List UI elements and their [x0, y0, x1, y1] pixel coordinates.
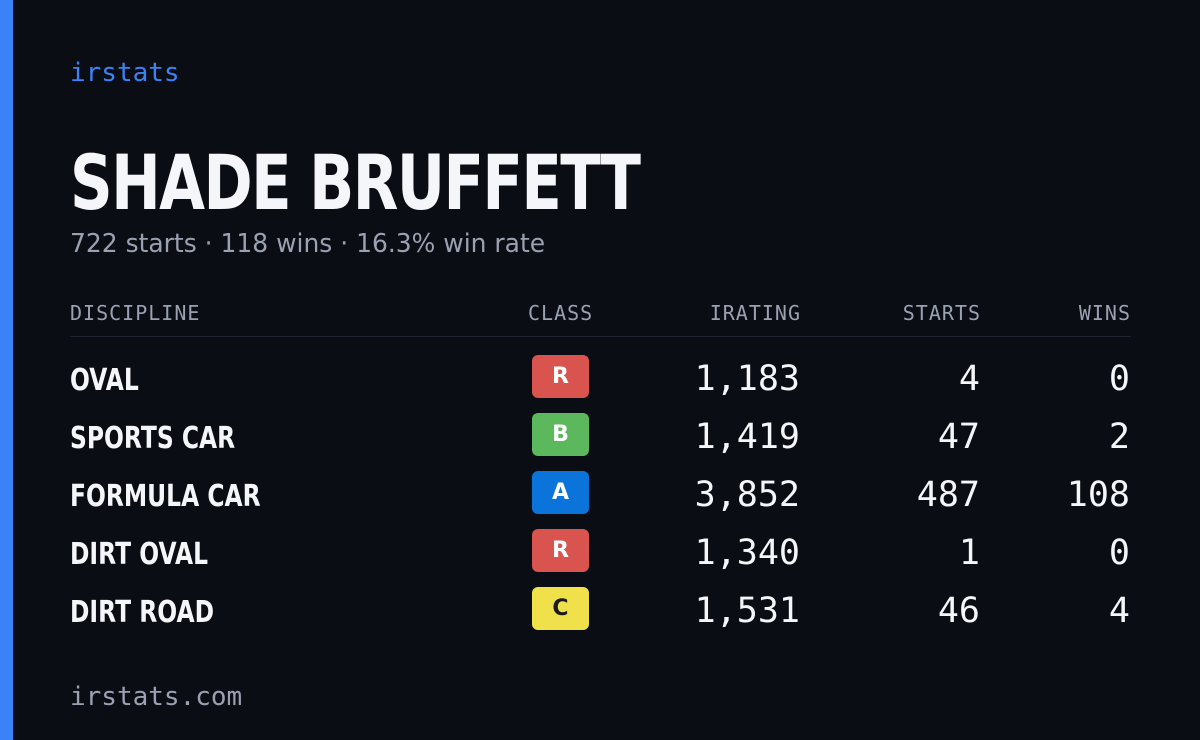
discipline-name: FORMULA CAR: [70, 479, 261, 514]
starts-value: 1: [958, 533, 980, 573]
discipline-name: SPORTS CAR: [70, 421, 236, 456]
table-row: DIRT OVAL R 1,340 1 0: [70, 511, 1131, 573]
irating-value: 1,419: [694, 417, 800, 457]
table-body: OVAL R 1,183 4 0 SPORTS CAR B 1,419 47 2…: [70, 337, 1131, 631]
table-row: FORMULA CAR A 3,852 487 108: [70, 453, 1131, 515]
header-discipline: DISCIPLINE: [70, 301, 201, 325]
starts-value: 47: [937, 417, 980, 457]
header-starts: STARTS: [902, 301, 981, 325]
wins-value: 0: [1108, 359, 1130, 399]
discipline-name: OVAL: [70, 363, 139, 398]
class-badge: A: [532, 471, 589, 514]
starts-value: 4: [958, 359, 980, 399]
wins-value: 0: [1108, 533, 1130, 573]
footer-url: irstats.com: [70, 682, 243, 712]
irating-value: 1,183: [694, 359, 800, 399]
header-class: CLASS: [528, 301, 594, 325]
brand-logo-text: irstats: [70, 58, 180, 88]
starts-value: 487: [916, 475, 980, 515]
wins-value: 108: [1066, 475, 1130, 515]
driver-name: SHADE BRUFFETT: [70, 138, 641, 227]
discipline-name: DIRT ROAD: [70, 595, 215, 630]
stats-table: DISCIPLINE CLASS IRATING STARTS WINS OVA…: [70, 296, 1131, 631]
irating-value: 3,852: [694, 475, 800, 515]
class-badge: R: [532, 355, 589, 398]
table-row: OVAL R 1,183 4 0: [70, 337, 1131, 399]
class-badge: B: [532, 413, 589, 456]
header-irating: IRATING: [709, 301, 801, 325]
wins-value: 2: [1108, 417, 1130, 457]
irating-value: 1,340: [694, 533, 800, 573]
accent-bar: [0, 0, 13, 740]
driver-summary: 722 starts · 118 wins · 16.3% win rate: [70, 229, 546, 259]
header-wins: WINS: [1078, 301, 1131, 325]
table-row: SPORTS CAR B 1,419 47 2: [70, 395, 1131, 457]
discipline-name: DIRT OVAL: [70, 537, 209, 572]
irating-value: 1,531: [694, 591, 800, 631]
wins-value: 4: [1108, 591, 1130, 631]
table-header: DISCIPLINE CLASS IRATING STARTS WINS: [70, 296, 1131, 337]
starts-value: 46: [937, 591, 980, 631]
class-badge: R: [532, 529, 589, 572]
class-badge: C: [532, 587, 589, 630]
table-row: DIRT ROAD C 1,531 46 4: [70, 569, 1131, 631]
